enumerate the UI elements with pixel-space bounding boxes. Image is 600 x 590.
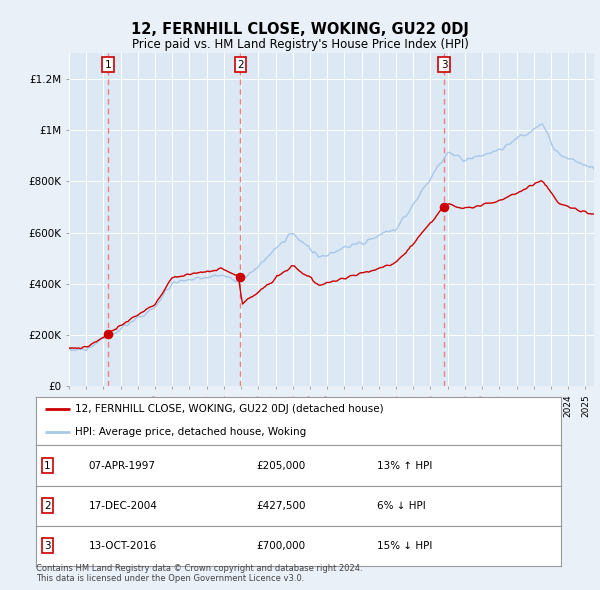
Text: 15% ↓ HPI: 15% ↓ HPI: [377, 541, 433, 550]
Text: 3: 3: [44, 541, 51, 550]
Point: [103, 329, 113, 339]
Text: 6% ↓ HPI: 6% ↓ HPI: [377, 501, 426, 510]
Text: £427,500: £427,500: [257, 501, 306, 510]
Point: [236, 272, 245, 281]
Text: 07-APR-1997: 07-APR-1997: [89, 461, 155, 470]
Text: 12, FERNHILL CLOSE, WOKING, GU22 0DJ (detached house): 12, FERNHILL CLOSE, WOKING, GU22 0DJ (de…: [76, 404, 384, 414]
Text: Contains HM Land Registry data © Crown copyright and database right 2024.
This d: Contains HM Land Registry data © Crown c…: [36, 563, 362, 583]
Text: 13-OCT-2016: 13-OCT-2016: [89, 541, 157, 550]
Text: 17-DEC-2004: 17-DEC-2004: [89, 501, 157, 510]
Point: [439, 202, 449, 212]
Text: Price paid vs. HM Land Registry's House Price Index (HPI): Price paid vs. HM Land Registry's House …: [131, 38, 469, 51]
Text: 3: 3: [441, 60, 448, 70]
Text: £205,000: £205,000: [257, 461, 306, 470]
Text: 1: 1: [44, 461, 51, 470]
Text: HPI: Average price, detached house, Woking: HPI: Average price, detached house, Woki…: [76, 427, 307, 437]
Text: £700,000: £700,000: [257, 541, 305, 550]
Text: 12, FERNHILL CLOSE, WOKING, GU22 0DJ: 12, FERNHILL CLOSE, WOKING, GU22 0DJ: [131, 22, 469, 37]
Text: 13% ↑ HPI: 13% ↑ HPI: [377, 461, 433, 470]
Text: 2: 2: [237, 60, 244, 70]
Text: 1: 1: [105, 60, 112, 70]
Text: 2: 2: [44, 501, 51, 510]
